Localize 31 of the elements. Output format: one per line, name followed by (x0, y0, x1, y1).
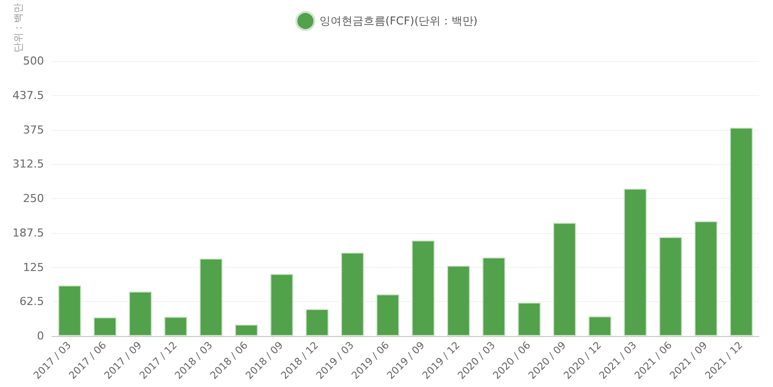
y-tick-label: 437.5 (12, 88, 44, 102)
bar (270, 274, 294, 336)
bar (200, 258, 223, 336)
bar (94, 317, 117, 336)
bar (376, 294, 400, 336)
y-tick-label: 125 (23, 260, 44, 274)
y-axis-title: 단위 : 백만 (14, 3, 24, 53)
bar (412, 240, 435, 336)
bar (58, 285, 82, 336)
bar (659, 237, 682, 336)
y-tick-label: 250 (23, 192, 44, 206)
bar (624, 188, 647, 336)
y-tick-label: 0 (37, 330, 44, 342)
y-tick-label: 375 (23, 123, 44, 136)
y-tick-label: 62.5 (20, 295, 44, 308)
y-tick-label: 500 (23, 54, 44, 68)
bar (730, 128, 753, 336)
bar (234, 324, 258, 336)
bar (694, 221, 718, 336)
bar (553, 222, 576, 336)
y-tick-label: 312.5 (12, 158, 44, 171)
y-tick-label: 187.5 (12, 226, 44, 240)
legend-label: 잉여현금흐름(FCF)(단위 : 백만) (319, 14, 478, 28)
bar (306, 309, 329, 336)
bar (164, 316, 188, 336)
bar (588, 316, 612, 336)
bar (340, 252, 364, 336)
bar (447, 266, 470, 336)
bar (482, 257, 506, 336)
bar (128, 291, 152, 336)
bar (518, 302, 541, 336)
